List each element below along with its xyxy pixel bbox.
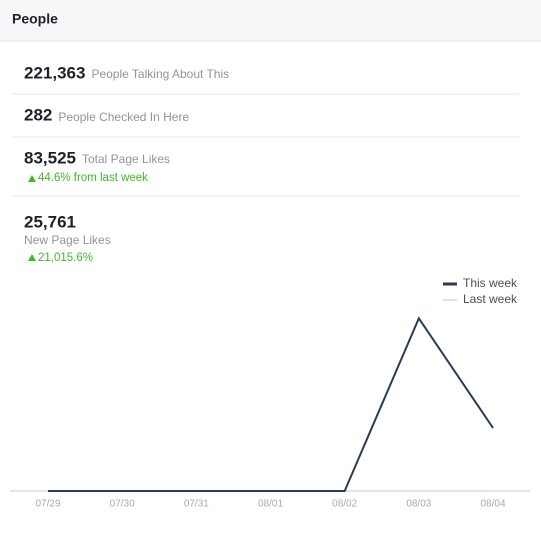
header-bar: [0, 0, 541, 41]
stat-label: New Page Likes: [24, 233, 111, 247]
stat-label: People Checked In Here: [58, 110, 189, 124]
x-tick-label: 08/03: [406, 499, 431, 510]
stat-change: 44.6% from last week: [38, 172, 148, 184]
legend-label: Last week: [463, 292, 518, 306]
chart: 07/29 07/30 07/31 08/01 08/02 08/03 08/04 This …: [35, 276, 518, 509]
x-tick-label: 08/02: [332, 499, 357, 510]
stat-number: 25,761: [24, 212, 76, 231]
up-arrow: [28, 175, 36, 182]
legend-label: This week: [463, 276, 518, 290]
x-tick-label: 08/04: [480, 499, 505, 510]
x-tick-label: 07/29: [35, 499, 60, 510]
stat-number: 221,363: [24, 63, 85, 82]
stat-number: 282: [24, 105, 52, 124]
header-title: People: [12, 11, 58, 27]
stat-change: 21,015.6%: [38, 252, 93, 264]
x-tick-label: 07/31: [184, 499, 209, 510]
stat-label: People Talking About This: [91, 67, 229, 81]
stat-number: 83,525: [24, 148, 76, 167]
x-tick-label: 07/30: [110, 499, 135, 510]
x-tick-label: 08/01: [258, 499, 283, 510]
line-series: [48, 316, 494, 492]
stat-label: Total Page Likes: [82, 152, 170, 166]
up-arrow: [28, 254, 36, 261]
